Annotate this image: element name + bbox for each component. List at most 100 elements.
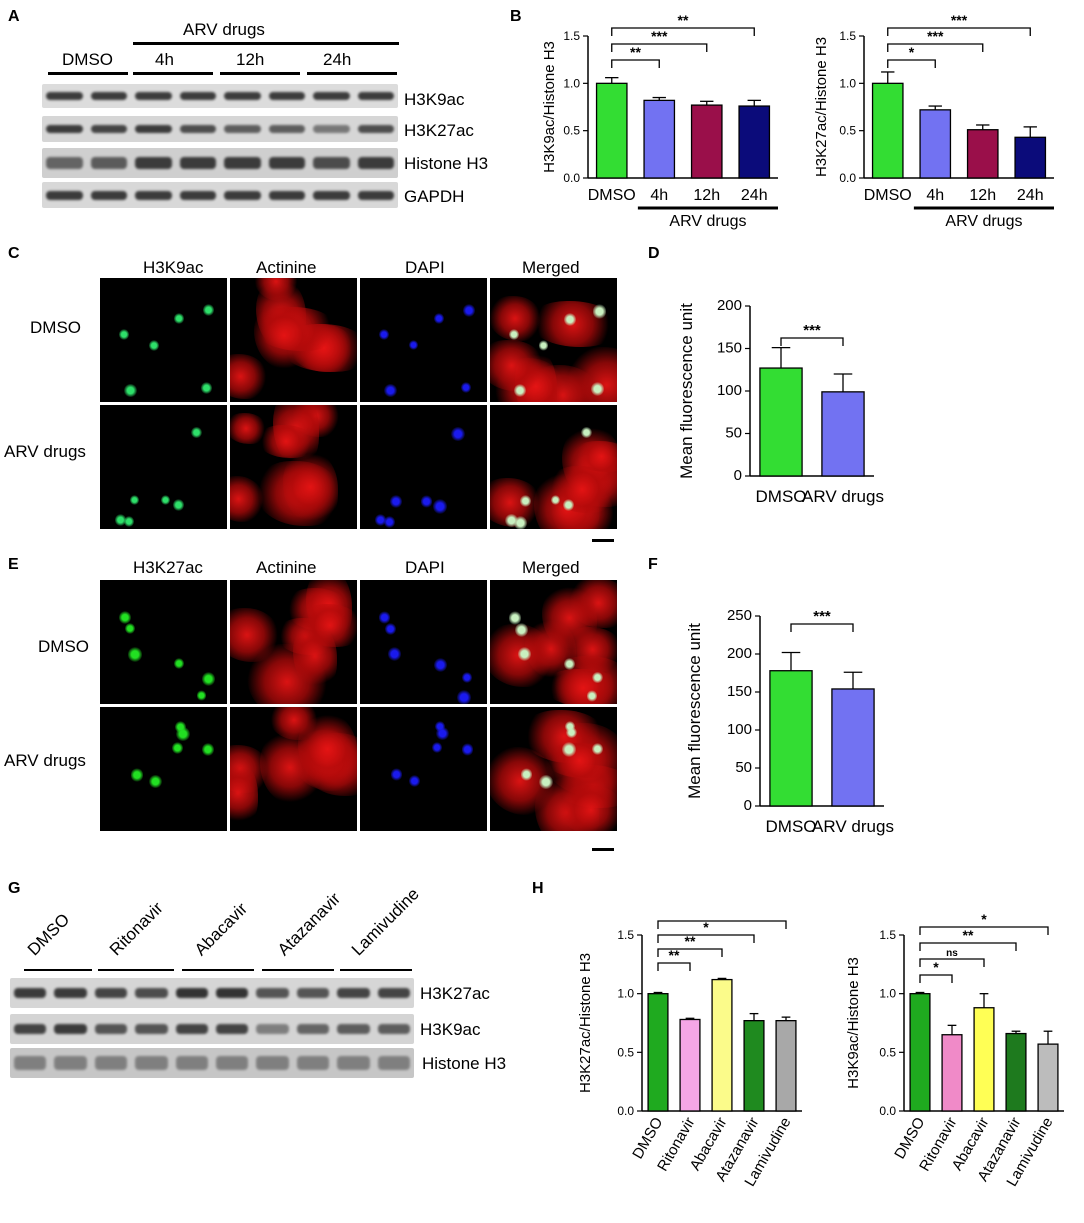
y-tick-label: 1.5 [617,928,634,942]
actinin-cell [230,354,269,400]
blot-band [46,92,83,100]
panel-a-lane-line [307,72,397,75]
panel-a-group-label: ARV drugs [183,20,265,39]
nucleus [160,495,170,506]
significance-bracket [887,27,1031,36]
significance-bracket [657,934,755,943]
y-tick-label: 50 [735,759,752,776]
significance-label: * [933,959,939,975]
y-tick-label: 1.0 [563,76,580,90]
blot-band [377,988,410,998]
blot-band [54,988,87,998]
blot-band [14,1024,47,1034]
significance-bracket [657,920,787,929]
blot-band [135,125,172,133]
bar [690,104,723,179]
nucleus [564,720,575,732]
nucleus [563,657,576,671]
bar [595,82,628,179]
panel-c-row-label: ARV drugs [4,442,86,461]
blot-band [224,125,261,133]
y-tick-label: 0.0 [879,1104,896,1118]
panel-a-group-line [133,42,399,45]
blot-band [179,125,216,133]
bar [1014,136,1047,179]
chart-d: 0 50 100 150 200 Mean fluorescence unit DMSOAR… [677,297,884,506]
blot-band [224,190,261,200]
panel-a-lane-12h: 12h [236,50,265,69]
nucleus [176,726,190,742]
blot-band-row [10,1048,414,1078]
panel-a-band-label: H3K9ac [404,90,465,109]
y-axis-label: H3K9ac/Histone H3 [845,957,862,1089]
panel-a-lane-dmso: DMSO [62,50,113,69]
nucleus [460,381,471,394]
blot-band [296,1056,330,1070]
blot-band [256,1056,289,1070]
bar [871,82,904,179]
actinin-cell [547,465,617,513]
blot-band [175,1024,208,1034]
nucleus [383,515,395,528]
blot-band [179,190,216,200]
nucleus [149,774,162,789]
bar [1005,1032,1027,1112]
panel-c-col-label: Merged [522,258,580,277]
nucleus [461,671,472,683]
x-tick-label: DMSO [756,487,807,506]
nucleus [375,514,386,526]
actinin-cell [283,449,338,524]
significance-label: ** [685,933,696,949]
y-tick-label: 100 [727,721,752,738]
blot-band [268,92,305,100]
nucleus [129,495,139,506]
bar [831,688,875,807]
panel-e-letter: E [8,556,19,573]
nucleus [433,657,448,673]
micrograph-tile [490,278,617,402]
nucleus [173,498,185,512]
nucleus [591,671,603,684]
nucleus [390,768,403,782]
blot-band [90,125,127,133]
y-tick-label: 0 [744,797,752,814]
nucleus [434,720,446,732]
nucleus [456,690,471,704]
blot-band [90,190,127,200]
y-tick-label: 0.0 [617,1104,634,1118]
significance-label: * [909,44,915,60]
significance-label: ** [963,927,974,943]
actinin-cell [490,339,546,391]
significance-label: * [703,919,709,935]
x-tick-label: 12h [693,187,720,204]
blot-band [296,1024,330,1034]
y-tick-label: 150 [727,683,752,700]
panel-c-col-label: H3K9ac [143,258,204,277]
blot-band [313,157,350,169]
panel-c-col-label: DAPI [405,258,445,277]
y-tick-label: 50 [725,425,742,442]
significance-label: *** [651,28,668,44]
significance-bracket [919,974,953,983]
panel-a-lane-4h: 4h [155,50,174,69]
nucleus [173,657,185,670]
panel-e-scale-bar [592,848,614,851]
blot-band [135,92,172,100]
blot-band [94,1056,128,1070]
blot-band [357,92,394,100]
significance-bracket [780,337,844,346]
actinin-cell [254,300,314,371]
panel-g-lane-label: DMSO [23,909,74,960]
nucleus [592,303,607,319]
blot-band [54,1024,87,1034]
bar [941,1034,963,1112]
micrograph-tile [360,580,487,704]
significance-bracket [919,942,1017,951]
nucleus [384,622,396,635]
blot-band [135,1056,168,1070]
panel-g-band-label: Histone H3 [422,1054,507,1073]
significance-bracket [657,962,691,971]
x-tick-label: DMSO [766,817,817,836]
nucleus [148,340,160,352]
